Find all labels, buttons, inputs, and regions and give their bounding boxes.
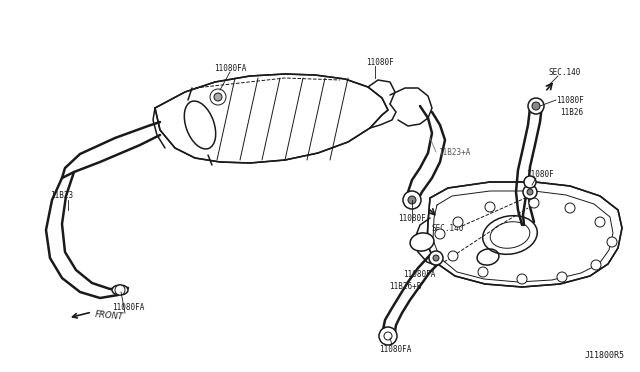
- Circle shape: [448, 251, 458, 261]
- Circle shape: [435, 229, 445, 239]
- Circle shape: [607, 237, 617, 247]
- Circle shape: [557, 272, 567, 282]
- Circle shape: [485, 202, 495, 212]
- Circle shape: [210, 89, 226, 105]
- Circle shape: [524, 176, 536, 188]
- Text: 11080F: 11080F: [556, 96, 584, 105]
- Circle shape: [517, 274, 527, 284]
- Ellipse shape: [184, 101, 216, 149]
- Text: 11B23: 11B23: [51, 190, 74, 199]
- Ellipse shape: [410, 233, 434, 251]
- Text: J11800R5: J11800R5: [585, 351, 625, 360]
- Circle shape: [595, 217, 605, 227]
- Circle shape: [532, 102, 540, 110]
- Circle shape: [403, 191, 421, 209]
- Circle shape: [214, 93, 222, 101]
- Text: 11B26+B: 11B26+B: [390, 282, 422, 291]
- Text: 11B26: 11B26: [561, 108, 584, 116]
- Text: FRONT: FRONT: [95, 310, 124, 322]
- Circle shape: [529, 198, 539, 208]
- Circle shape: [115, 285, 125, 295]
- Text: 11B23+A: 11B23+A: [438, 148, 470, 157]
- Circle shape: [528, 98, 544, 114]
- Circle shape: [565, 203, 575, 213]
- Circle shape: [591, 260, 601, 270]
- Polygon shape: [155, 74, 388, 163]
- Text: SEC.140: SEC.140: [549, 67, 581, 77]
- Text: 11080FA: 11080FA: [112, 304, 144, 312]
- Circle shape: [433, 255, 439, 261]
- Circle shape: [527, 189, 533, 195]
- Text: 11080FA: 11080FA: [404, 270, 436, 279]
- Circle shape: [478, 267, 488, 277]
- Circle shape: [453, 217, 463, 227]
- Ellipse shape: [112, 285, 128, 295]
- Text: 11080F: 11080F: [398, 214, 426, 222]
- Text: 11080F: 11080F: [526, 170, 554, 179]
- Text: 11080FA: 11080FA: [379, 346, 411, 355]
- Text: SEC.140: SEC.140: [432, 224, 464, 232]
- Circle shape: [379, 327, 397, 345]
- Circle shape: [523, 185, 537, 199]
- Polygon shape: [427, 182, 622, 287]
- Text: 11080F: 11080F: [366, 58, 394, 67]
- Text: 11080FA: 11080FA: [214, 64, 246, 73]
- Circle shape: [384, 332, 392, 340]
- Circle shape: [408, 196, 416, 204]
- Circle shape: [429, 251, 443, 265]
